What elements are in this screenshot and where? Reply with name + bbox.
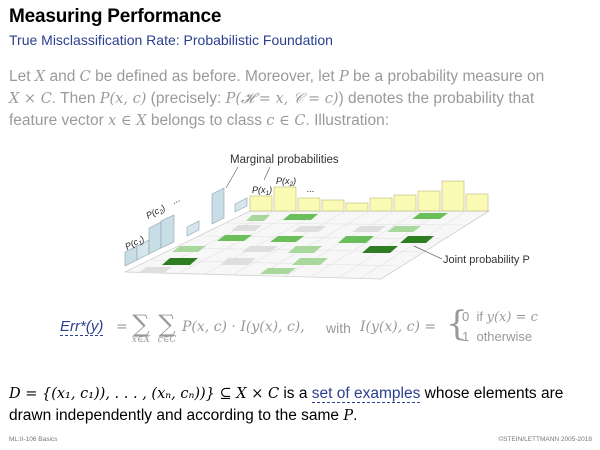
math-Pxc: P(x, c) — [99, 91, 147, 107]
intro-text: . Illustration: — [305, 112, 390, 129]
cell — [270, 236, 304, 242]
sum-over-c: ∑ c∈C — [157, 310, 177, 345]
err-star-link[interactable]: Err*(y) — [60, 318, 104, 336]
dataset-text: drawn independently and according to the… — [9, 407, 344, 424]
intro-text: . Then — [51, 90, 100, 107]
bar — [297, 197, 321, 212]
cell — [260, 268, 296, 274]
bar — [148, 221, 162, 255]
cell — [138, 267, 172, 273]
cell — [231, 225, 262, 231]
cases-brace: { — [446, 304, 468, 344]
math-x-in-X: x ∈ X — [108, 113, 147, 129]
marginal-label: Marginal probabilities — [230, 154, 339, 166]
math-D: D = {(x₁, c₁)), . . . , (xₙ, cₙ))} ⊆ X ×… — [9, 386, 280, 402]
set-of-examples-link[interactable]: set of examples — [311, 385, 421, 403]
cell — [217, 235, 252, 241]
label-px2: P(x2) — [276, 176, 296, 188]
cell — [288, 246, 322, 253]
indicator-def: I(y(x), c) = — [360, 319, 437, 335]
bar — [441, 180, 465, 212]
bar-px1 — [249, 195, 273, 212]
cell — [338, 236, 374, 243]
bar — [345, 202, 369, 212]
marginal-pointer-left — [225, 166, 239, 189]
dataset-paragraph: D = {(x₁, c₁)), . . . , (xₙ, cₙ))} ⊆ X ×… — [9, 383, 594, 427]
formula-body: P(x, c) · I(y(x), c), — [182, 319, 305, 335]
bar — [393, 194, 417, 212]
cell — [242, 246, 278, 252]
cell — [172, 246, 206, 252]
bar — [465, 193, 489, 212]
label-ellipsis-feature: ... — [307, 184, 315, 194]
dataset-text: whose elements are — [420, 385, 564, 402]
intro-text: be a probability measure on — [348, 68, 545, 85]
footer-right: ©STEIN/LETTMANN 2005-2018 — [498, 436, 592, 443]
marginal-pointer-right — [263, 166, 271, 181]
intro-text: ) denotes the probability that — [338, 90, 535, 107]
intro-text: Let — [9, 68, 35, 85]
bar — [234, 197, 248, 213]
slide-title: Measuring Performance — [9, 6, 222, 27]
math-C: C — [79, 69, 91, 85]
cell — [412, 213, 448, 219]
intro-text: and — [45, 68, 80, 85]
cell — [220, 258, 256, 265]
sum-over-x: ∑ x∈X — [131, 310, 151, 345]
dataset-text: is a — [279, 385, 312, 402]
cell — [162, 258, 198, 265]
joint-label: Joint probability P — [443, 254, 530, 266]
footer-left: ML:II-106 Basics — [9, 436, 58, 443]
cell — [283, 214, 318, 220]
feature-marginal-bars — [249, 180, 489, 212]
label-ellipsis-class: ... — [170, 193, 181, 205]
slide-subtitle: True Misclassification Rate: Probabilist… — [9, 32, 333, 48]
intro-text: be defined as before. Moreover, let — [90, 68, 339, 85]
with-text: with — [326, 320, 351, 336]
joint-cells — [138, 213, 448, 274]
cell — [362, 246, 398, 253]
bar-pc2 — [160, 214, 175, 249]
joint-pointer — [413, 245, 443, 260]
cell — [352, 226, 386, 232]
math-P: P — [338, 69, 349, 85]
math-c-in-C: c ∈ C — [266, 113, 306, 129]
case-1: 1 otherwise — [462, 329, 533, 344]
math-XxC: X × C — [9, 91, 52, 107]
error-formula: Err*(y) = ∑ x∈X ∑ c∈C P(x, c) · I(y(x), c)… — [60, 305, 580, 365]
joint-plane — [124, 210, 491, 280]
cell — [400, 236, 434, 243]
cell — [246, 215, 270, 221]
bar — [186, 220, 200, 237]
cell — [387, 226, 421, 232]
bar — [321, 199, 345, 212]
cell — [292, 258, 328, 265]
class-marginal-bars — [124, 187, 248, 267]
math-X: X — [34, 69, 46, 85]
label-px1: P(x1) — [252, 185, 272, 197]
bar — [417, 190, 441, 212]
case-0: 0 if y(x) = c — [462, 309, 538, 325]
eq-sign: = — [116, 319, 128, 335]
cell — [292, 226, 326, 232]
intro-paragraph: Let X and C be defined as before. Moreov… — [9, 66, 594, 132]
bar — [211, 187, 225, 225]
dataset-text: . — [353, 407, 358, 424]
intro-text: (precisely: — [146, 90, 226, 107]
math-Pprecise: P(𝓗 = x, 𝒞 = c) — [225, 91, 339, 107]
bar — [369, 197, 393, 212]
intro-text: belongs to class — [146, 112, 267, 129]
bar-px2 — [273, 186, 297, 212]
intro-text: feature vector — [9, 112, 109, 129]
math-P: P — [343, 408, 354, 424]
